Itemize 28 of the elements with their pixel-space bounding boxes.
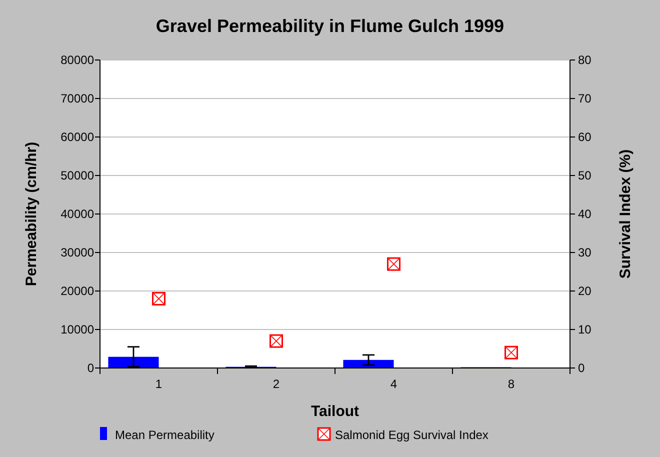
y2-tick-label: 50 [578, 168, 592, 182]
y2-tick-label: 30 [578, 246, 592, 260]
y-tick-label: 10000 [60, 322, 94, 336]
x-tick-label: 4 [390, 377, 398, 391]
y2-tick-label: 60 [578, 130, 592, 144]
legend-label: Mean Permeability [115, 428, 214, 442]
y2-tick-label: 20 [578, 284, 592, 298]
chart-title: Gravel Permeability in Flume Gulch 1999 [156, 16, 504, 36]
y-axis-title: Permeability (cm/hr) [23, 142, 40, 286]
y-tick-label: 70000 [60, 92, 94, 106]
y-tick-label: 30000 [60, 246, 94, 260]
y-tick-label: 40000 [60, 207, 94, 221]
y2-tick-label: 0 [578, 361, 585, 375]
y-tick-label: 50000 [60, 168, 94, 182]
y-tick-label: 20000 [60, 284, 94, 298]
x-tick-label: 8 [508, 377, 515, 391]
y2-axis-title: Survival Index (%) [617, 149, 634, 279]
y-tick-label: 60000 [60, 130, 94, 144]
x-axis-title: Tailout [310, 403, 360, 420]
y2-tick-label: 40 [578, 207, 592, 221]
y2-tick-label: 80 [578, 53, 592, 67]
legend-label: Salmonid Egg Survival Index [335, 428, 488, 442]
x-tick-label: 2 [272, 377, 280, 391]
y-tick-label: 80000 [60, 53, 94, 67]
y-tick-label: 0 [87, 361, 94, 375]
y2-tick-label: 70 [578, 92, 592, 106]
y2-tick-label: 10 [578, 322, 592, 336]
x-tick-label: 1 [155, 377, 162, 391]
